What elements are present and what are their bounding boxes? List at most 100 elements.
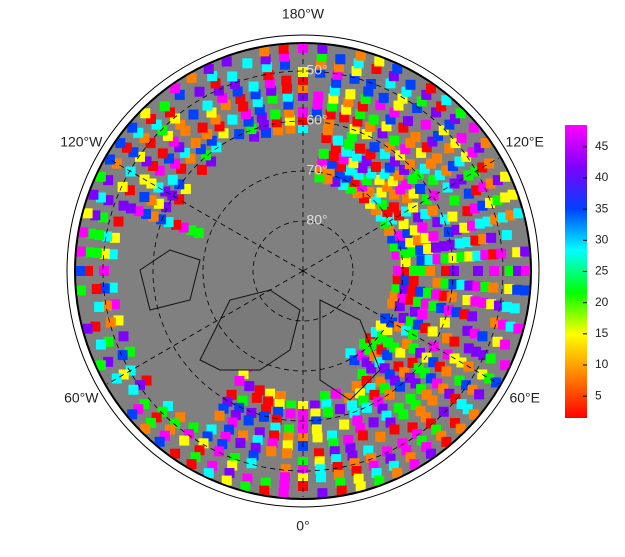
raster-cell	[146, 195, 157, 206]
raster-cell	[163, 217, 174, 228]
raster-cell	[194, 445, 205, 456]
raster-cell	[160, 186, 171, 197]
raster-cell	[394, 301, 405, 312]
raster-cell	[370, 327, 381, 338]
raster-cell	[88, 189, 99, 200]
raster-cell	[513, 266, 523, 276]
raster-cell	[103, 356, 114, 367]
raster-cell	[413, 319, 424, 330]
raster-cell	[423, 243, 434, 254]
raster-cell	[468, 122, 479, 133]
raster-cell	[133, 404, 144, 415]
raster-cell	[220, 100, 231, 111]
raster-cell	[361, 129, 372, 140]
raster-cell	[111, 158, 122, 169]
raster-cell	[282, 91, 293, 102]
raster-cell	[164, 424, 175, 435]
raster-cell	[107, 249, 118, 260]
raster-cell	[374, 56, 385, 67]
raster-cell	[284, 107, 295, 118]
raster-cell	[325, 109, 336, 120]
raster-cell	[393, 170, 404, 181]
raster-cell	[174, 194, 185, 205]
raster-cell	[196, 164, 207, 175]
raster-cell	[273, 406, 284, 417]
raster-cell	[470, 296, 481, 307]
raster-cell	[346, 400, 357, 411]
raster-cell	[259, 46, 270, 57]
raster-cell	[462, 404, 473, 415]
raster-cell	[387, 176, 398, 187]
raster-cell	[391, 282, 402, 293]
raster-cell	[395, 381, 406, 392]
raster-cell	[462, 325, 473, 336]
raster-cell	[242, 58, 253, 69]
raster-cell	[113, 216, 124, 227]
raster-cell	[113, 315, 124, 326]
raster-cell	[480, 250, 491, 261]
raster-cell	[444, 119, 455, 130]
raster-cell	[409, 459, 420, 470]
raster-cell	[157, 125, 168, 136]
raster-cell	[329, 85, 340, 96]
raster-cell	[427, 205, 438, 216]
raster-cell	[341, 172, 352, 183]
raster-cell	[428, 174, 439, 185]
raster-cell	[430, 289, 441, 300]
raster-cell	[260, 404, 271, 415]
raster-cell	[365, 198, 376, 209]
raster-cell	[397, 93, 408, 104]
raster-cell	[260, 127, 271, 138]
raster-cell	[392, 63, 403, 74]
raster-cell	[467, 147, 478, 158]
raster-cell	[376, 199, 387, 210]
raster-cell	[341, 146, 352, 157]
raster-cell	[368, 417, 379, 428]
raster-cell	[227, 71, 238, 82]
raster-cell	[161, 202, 172, 213]
raster-cell	[103, 336, 114, 347]
raster-cell	[91, 284, 102, 295]
raster-cell	[375, 100, 386, 111]
raster-cell	[283, 99, 294, 110]
raster-cell	[381, 410, 392, 421]
raster-cell	[357, 162, 368, 173]
raster-cell	[183, 429, 194, 440]
raster-cell	[214, 410, 225, 421]
raster-cell	[353, 169, 364, 180]
raster-cell	[250, 89, 261, 100]
raster-cell	[318, 148, 329, 159]
raster-cell	[398, 122, 409, 133]
raster-cell	[505, 266, 515, 276]
raster-cell	[156, 214, 167, 225]
raster-cell	[145, 138, 156, 149]
raster-cell	[434, 170, 445, 181]
raster-cell	[450, 138, 461, 149]
raster-cell	[442, 349, 453, 360]
raster-cell	[195, 144, 206, 155]
raster-cell	[420, 208, 431, 219]
raster-cell	[438, 290, 449, 301]
raster-cell	[341, 104, 352, 115]
raster-cell	[393, 361, 404, 372]
raster-cell	[387, 233, 398, 244]
raster-cell	[500, 171, 511, 182]
raster-cell	[398, 409, 409, 420]
meridian-line	[107, 157, 304, 272]
raster-cell	[213, 446, 224, 457]
raster-cell	[505, 321, 516, 332]
raster-cell	[407, 285, 418, 296]
raster-cell	[174, 142, 185, 153]
raster-cell	[203, 63, 214, 74]
raster-cell	[349, 407, 360, 418]
raster-cell	[335, 161, 346, 172]
raster-cell	[361, 175, 372, 186]
raster-cell	[258, 411, 269, 422]
raster-cell	[384, 225, 395, 236]
raster-cell	[478, 297, 489, 308]
raster-cell	[491, 377, 502, 388]
raster-cell	[469, 328, 480, 339]
raster-cell	[343, 96, 354, 107]
raster-cell	[140, 108, 151, 119]
longitude-label: 120°E	[506, 134, 544, 150]
